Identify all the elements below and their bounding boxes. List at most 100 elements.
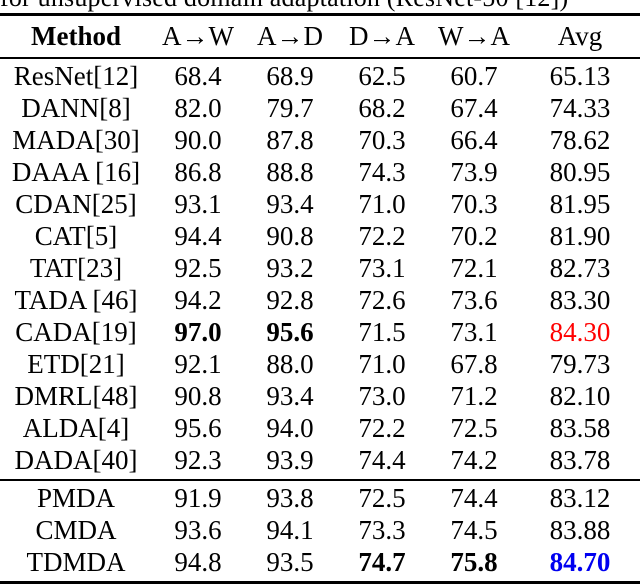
value-cell: 71.0	[358, 348, 406, 379]
value-cell: 83.30	[549, 284, 611, 315]
table-header-row: Method A→W A→D D→A W→A Avg	[0, 16, 640, 59]
value-cell: 87.8	[266, 124, 314, 155]
value-cell: 82.10	[549, 380, 611, 411]
table-row: ALDA[4] 95.6 94.0 72.2 72.5 83.58	[0, 412, 640, 444]
value-cell: 93.1	[174, 188, 222, 219]
value-cell: 74.5	[450, 514, 498, 545]
column-header-method: Method	[31, 21, 121, 51]
value-cell: 93.2	[266, 252, 314, 283]
table-row: CMDA 93.6 94.1 73.3 74.5 83.88	[0, 514, 640, 546]
value-cell: 72.6	[358, 284, 406, 315]
value-cell: 83.12	[549, 482, 611, 513]
value-cell: 70.3	[450, 188, 498, 219]
table-row: TDMDA 94.8 93.5 74.7 75.8 84.70	[0, 546, 640, 578]
value-cell: 60.7	[450, 60, 498, 91]
value-cell: 68.4	[174, 60, 222, 91]
value-cell: 79.7	[266, 92, 314, 123]
table-row: DADA[40] 92.3 93.9 74.4 74.2 83.78	[0, 444, 640, 476]
value-cell: 88.8	[266, 156, 314, 187]
method-cell: DANN[8]	[21, 92, 131, 123]
value-cell: 94.2	[174, 284, 222, 315]
method-cell: CMDA	[35, 514, 117, 545]
value-cell: 94.1	[266, 514, 314, 545]
value-cell: 72.2	[358, 220, 406, 251]
table-row: ETD[21] 92.1 88.0 71.0 67.8 79.73	[0, 348, 640, 380]
table-row: DANN[8] 82.0 79.7 68.2 67.4 74.33	[0, 92, 640, 124]
proposed-methods-section: PMDA 91.9 93.8 72.5 74.4 83.12 CMDA 93.6…	[0, 479, 640, 581]
method-cell: TADA [46]	[14, 284, 138, 315]
method-cell: ETD[21]	[27, 348, 125, 379]
value-cell: 83.88	[549, 514, 611, 545]
column-header-avg: Avg	[557, 21, 603, 51]
value-cell: 73.9	[450, 156, 498, 187]
value-cell: 65.13	[549, 60, 611, 91]
value-cell: 84.30	[549, 316, 611, 347]
value-cell: 95.6	[174, 412, 222, 443]
table-row: TADA [46] 94.2 92.8 72.6 73.6 83.30	[0, 284, 640, 316]
column-header-a-to-d: A→D	[257, 21, 323, 51]
value-cell: 73.1	[450, 316, 498, 347]
value-cell: 90.8	[266, 220, 314, 251]
value-cell: 93.9	[266, 444, 314, 475]
value-cell: 74.4	[450, 482, 498, 513]
value-cell: 72.5	[450, 412, 498, 443]
value-cell: 67.4	[450, 92, 498, 123]
table-row: CADA[19] 97.0 95.6 71.5 73.1 84.30	[0, 316, 640, 348]
baseline-methods-section: ResNet[12] 68.4 68.9 62.5 60.7 65.13 DAN…	[0, 59, 640, 479]
method-cell: DMRL[48]	[14, 380, 138, 411]
method-cell: DADA[40]	[14, 444, 138, 475]
value-cell: 72.5	[358, 482, 406, 513]
value-cell: 94.0	[266, 412, 314, 443]
table-row: ResNet[12] 68.4 68.9 62.5 60.7 65.13	[0, 60, 640, 92]
value-cell: 71.2	[450, 380, 498, 411]
value-cell: 67.8	[450, 348, 498, 379]
value-cell: 86.8	[174, 156, 222, 187]
value-cell: 95.6	[266, 316, 314, 347]
method-cell: MADA[30]	[12, 124, 140, 155]
value-cell: 93.4	[266, 188, 314, 219]
value-cell: 78.62	[549, 124, 611, 155]
value-cell: 92.1	[174, 348, 222, 379]
table-row: DAAA [16] 86.8 88.8 74.3 73.9 80.95	[0, 156, 640, 188]
table-row: DMRL[48] 90.8 93.4 73.0 71.2 82.10	[0, 380, 640, 412]
value-cell: 71.5	[358, 316, 406, 347]
value-cell: 83.78	[549, 444, 611, 475]
table-row: TAT[23] 92.5 93.2 73.1 72.1 82.73	[0, 252, 640, 284]
value-cell: 81.90	[549, 220, 611, 251]
value-cell: 72.1	[450, 252, 498, 283]
column-header-d-to-a: D→A	[349, 21, 415, 51]
value-cell: 80.95	[549, 156, 611, 187]
value-cell: 72.2	[358, 412, 406, 443]
table-row: CDAN[25] 93.1 93.4 71.0 70.3 81.95	[0, 188, 640, 220]
value-cell: 74.2	[450, 444, 498, 475]
value-cell: 70.3	[358, 124, 406, 155]
value-cell: 92.3	[174, 444, 222, 475]
value-cell: 82.73	[549, 252, 611, 283]
column-header-w-to-a: W→A	[438, 21, 510, 51]
value-cell: 68.2	[358, 92, 406, 123]
value-cell: 92.5	[174, 252, 222, 283]
method-cell: CDAN[25]	[15, 188, 137, 219]
value-cell: 88.0	[266, 348, 314, 379]
value-cell: 71.0	[358, 188, 406, 219]
value-cell: 94.8	[174, 546, 222, 577]
value-cell: 81.95	[549, 188, 611, 219]
value-cell: 90.0	[174, 124, 222, 155]
value-cell: 66.4	[450, 124, 498, 155]
value-cell: 79.73	[549, 348, 611, 379]
value-cell: 84.70	[549, 546, 611, 577]
table-row: PMDA 91.9 93.8 72.5 74.4 83.12	[0, 482, 640, 514]
value-cell: 73.3	[358, 514, 406, 545]
value-cell: 74.3	[358, 156, 406, 187]
value-cell: 82.0	[174, 92, 222, 123]
table-caption-clipped: for unsupervised domain adaptation (ResN…	[0, 0, 640, 13]
value-cell: 83.58	[549, 412, 611, 443]
value-cell: 91.9	[174, 482, 222, 513]
value-cell: 70.2	[450, 220, 498, 251]
value-cell: 62.5	[358, 60, 406, 91]
method-cell: CAT[5]	[34, 220, 118, 251]
value-cell: 92.8	[266, 284, 314, 315]
value-cell: 75.8	[450, 546, 498, 577]
value-cell: 73.0	[358, 380, 406, 411]
